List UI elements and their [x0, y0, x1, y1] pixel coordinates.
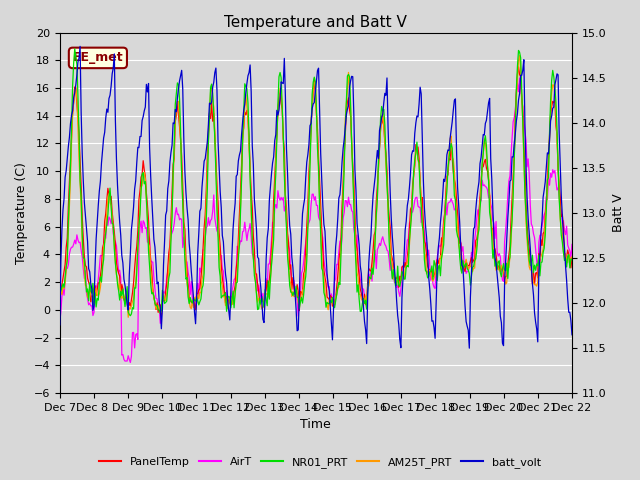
AirT — [56, 319, 63, 325]
PanelTemp — [433, 256, 441, 262]
PanelTemp — [273, 131, 281, 136]
AirT — [433, 254, 441, 260]
PanelTemp — [524, 222, 531, 228]
NR01_PRT — [274, 101, 282, 107]
NR01_PRT — [71, 46, 79, 52]
AM25T_PRT — [56, 288, 63, 294]
AM25T_PRT — [216, 266, 224, 272]
NR01_PRT — [568, 257, 576, 263]
Line: PanelTemp: PanelTemp — [60, 67, 572, 315]
PanelTemp — [216, 243, 224, 249]
AirT — [127, 360, 134, 365]
NR01_PRT — [435, 264, 442, 270]
NR01_PRT — [127, 313, 134, 319]
AM25T_PRT — [433, 265, 441, 271]
AM25T_PRT — [524, 237, 531, 243]
AirT — [344, 204, 351, 210]
Line: AM25T_PRT: AM25T_PRT — [60, 56, 572, 317]
AirT — [516, 75, 524, 81]
Y-axis label: Batt V: Batt V — [612, 193, 625, 232]
PanelTemp — [368, 260, 376, 265]
AirT — [524, 164, 531, 170]
AM25T_PRT — [273, 131, 281, 136]
batt_volt — [433, 263, 441, 269]
AM25T_PRT — [368, 269, 376, 275]
Y-axis label: Temperature (C): Temperature (C) — [15, 162, 28, 264]
batt_volt — [216, 189, 224, 194]
AirT — [273, 205, 281, 211]
AirT — [568, 241, 576, 247]
PanelTemp — [56, 288, 63, 294]
batt_volt — [568, 332, 576, 337]
AirT — [368, 278, 376, 284]
Line: NR01_PRT: NR01_PRT — [60, 49, 572, 316]
PanelTemp — [515, 64, 522, 70]
Line: AirT: AirT — [60, 78, 572, 362]
batt_volt — [344, 106, 351, 112]
PanelTemp — [157, 312, 165, 318]
AirT — [216, 257, 224, 263]
AM25T_PRT — [124, 314, 132, 320]
NR01_PRT — [369, 271, 377, 277]
Title: Temperature and Batt V: Temperature and Batt V — [225, 15, 407, 30]
batt_volt — [465, 345, 473, 351]
PanelTemp — [568, 255, 576, 261]
AM25T_PRT — [344, 88, 351, 94]
PanelTemp — [344, 99, 351, 105]
Legend: PanelTemp, AirT, NR01_PRT, AM25T_PRT, batt_volt: PanelTemp, AirT, NR01_PRT, AM25T_PRT, ba… — [94, 452, 546, 472]
X-axis label: Time: Time — [301, 419, 332, 432]
NR01_PRT — [56, 276, 63, 282]
Text: EE_met: EE_met — [72, 51, 124, 64]
AM25T_PRT — [568, 254, 576, 260]
batt_volt — [76, 44, 84, 49]
batt_volt — [273, 108, 281, 113]
batt_volt — [368, 210, 376, 216]
batt_volt — [56, 322, 63, 328]
NR01_PRT — [524, 231, 531, 237]
batt_volt — [524, 194, 531, 200]
NR01_PRT — [218, 295, 225, 301]
NR01_PRT — [345, 72, 353, 77]
AM25T_PRT — [516, 53, 524, 59]
Line: batt_volt: batt_volt — [60, 47, 572, 348]
